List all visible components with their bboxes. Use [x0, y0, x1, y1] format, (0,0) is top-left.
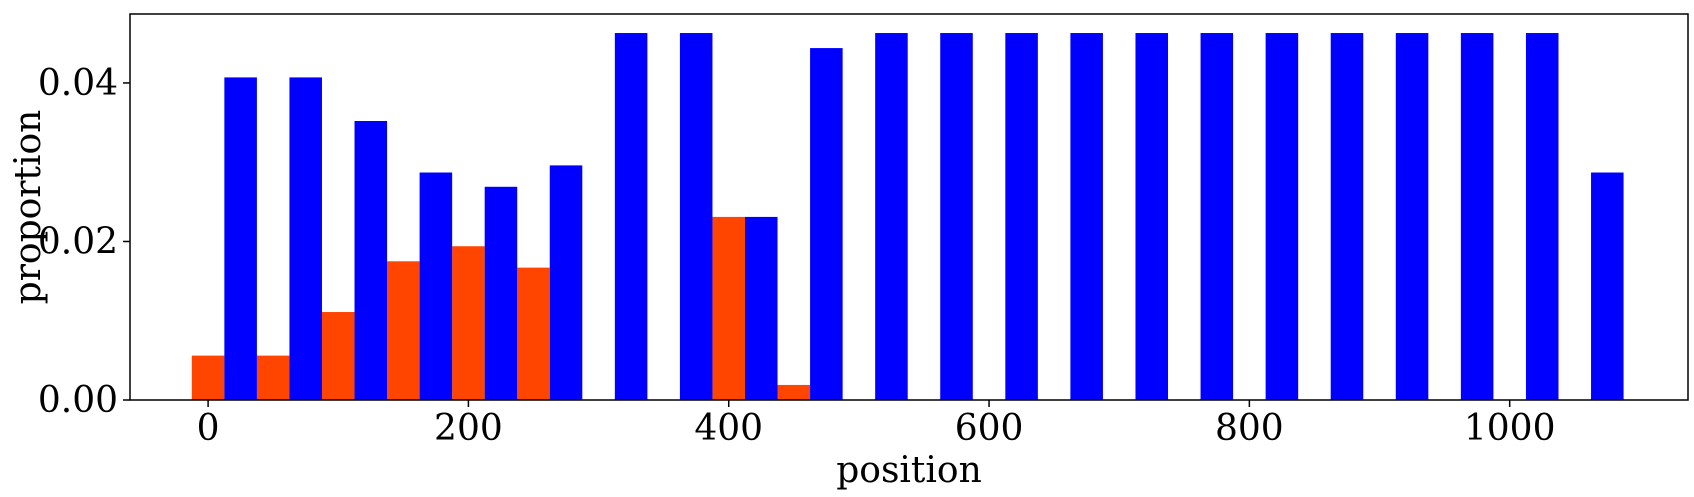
bar-series-1-4 — [452, 246, 485, 400]
bar-series-2-11 — [940, 33, 973, 401]
plot-frame — [129, 13, 1689, 401]
bar-series-1-0 — [191, 355, 225, 400]
bar-series-2-19 — [1460, 33, 1494, 401]
y-tick-label: 0.04 — [38, 63, 118, 104]
bar-series-2-15 — [1200, 33, 1234, 401]
bar-series-2-16 — [1265, 33, 1299, 401]
bar-series-2-4 — [484, 186, 518, 400]
y-tick-label: 0.00 — [38, 380, 118, 421]
bar-series-1-5 — [517, 267, 550, 400]
y-axis-label: proportion — [8, 110, 49, 305]
bar-series-1-2 — [321, 312, 355, 400]
bar-series-1-7 — [777, 384, 811, 400]
bar-series-2-10 — [875, 33, 908, 401]
x-tick-label: 200 — [434, 408, 503, 449]
bar-series-2-5 — [549, 165, 583, 400]
bar-series-2-14 — [1135, 33, 1169, 401]
y-axis: 0.00 0.02 0.04 — [38, 63, 130, 421]
x-tick-label: 600 — [955, 408, 1024, 449]
bar-series-2-13 — [1070, 33, 1103, 401]
bar-series-2-1 — [289, 77, 322, 400]
bar-series-2-9 — [810, 48, 843, 401]
bar-series-1-3 — [387, 261, 420, 400]
x-tick-label: 400 — [694, 408, 763, 449]
bar-series-2-2 — [354, 121, 388, 401]
bar-series-2-12 — [1005, 33, 1038, 401]
bar-series-2-7 — [679, 33, 713, 401]
bar-series-2-8 — [745, 216, 778, 400]
bars-layer — [191, 33, 1624, 401]
x-tick-label: 0 — [197, 408, 220, 449]
bar-series-2-20 — [1525, 33, 1559, 401]
bar-series-2-0 — [224, 77, 257, 400]
bar-series-2-6 — [614, 33, 648, 401]
x-axis: 0 200 400 600 800 1000 — [197, 400, 1556, 449]
bar-series-2-17 — [1330, 33, 1364, 401]
bar-series-1-6 — [712, 216, 745, 400]
bar-series-2-18 — [1395, 33, 1429, 401]
y-tick-label: 0.02 — [38, 221, 118, 262]
bar-series-2-21 — [1591, 172, 1624, 400]
bar-series-2-3 — [419, 172, 453, 400]
x-tick-label: 1000 — [1464, 408, 1556, 449]
bar-series-1-1 — [256, 355, 290, 400]
x-axis-label: position — [836, 450, 982, 491]
x-tick-label: 800 — [1215, 408, 1284, 449]
